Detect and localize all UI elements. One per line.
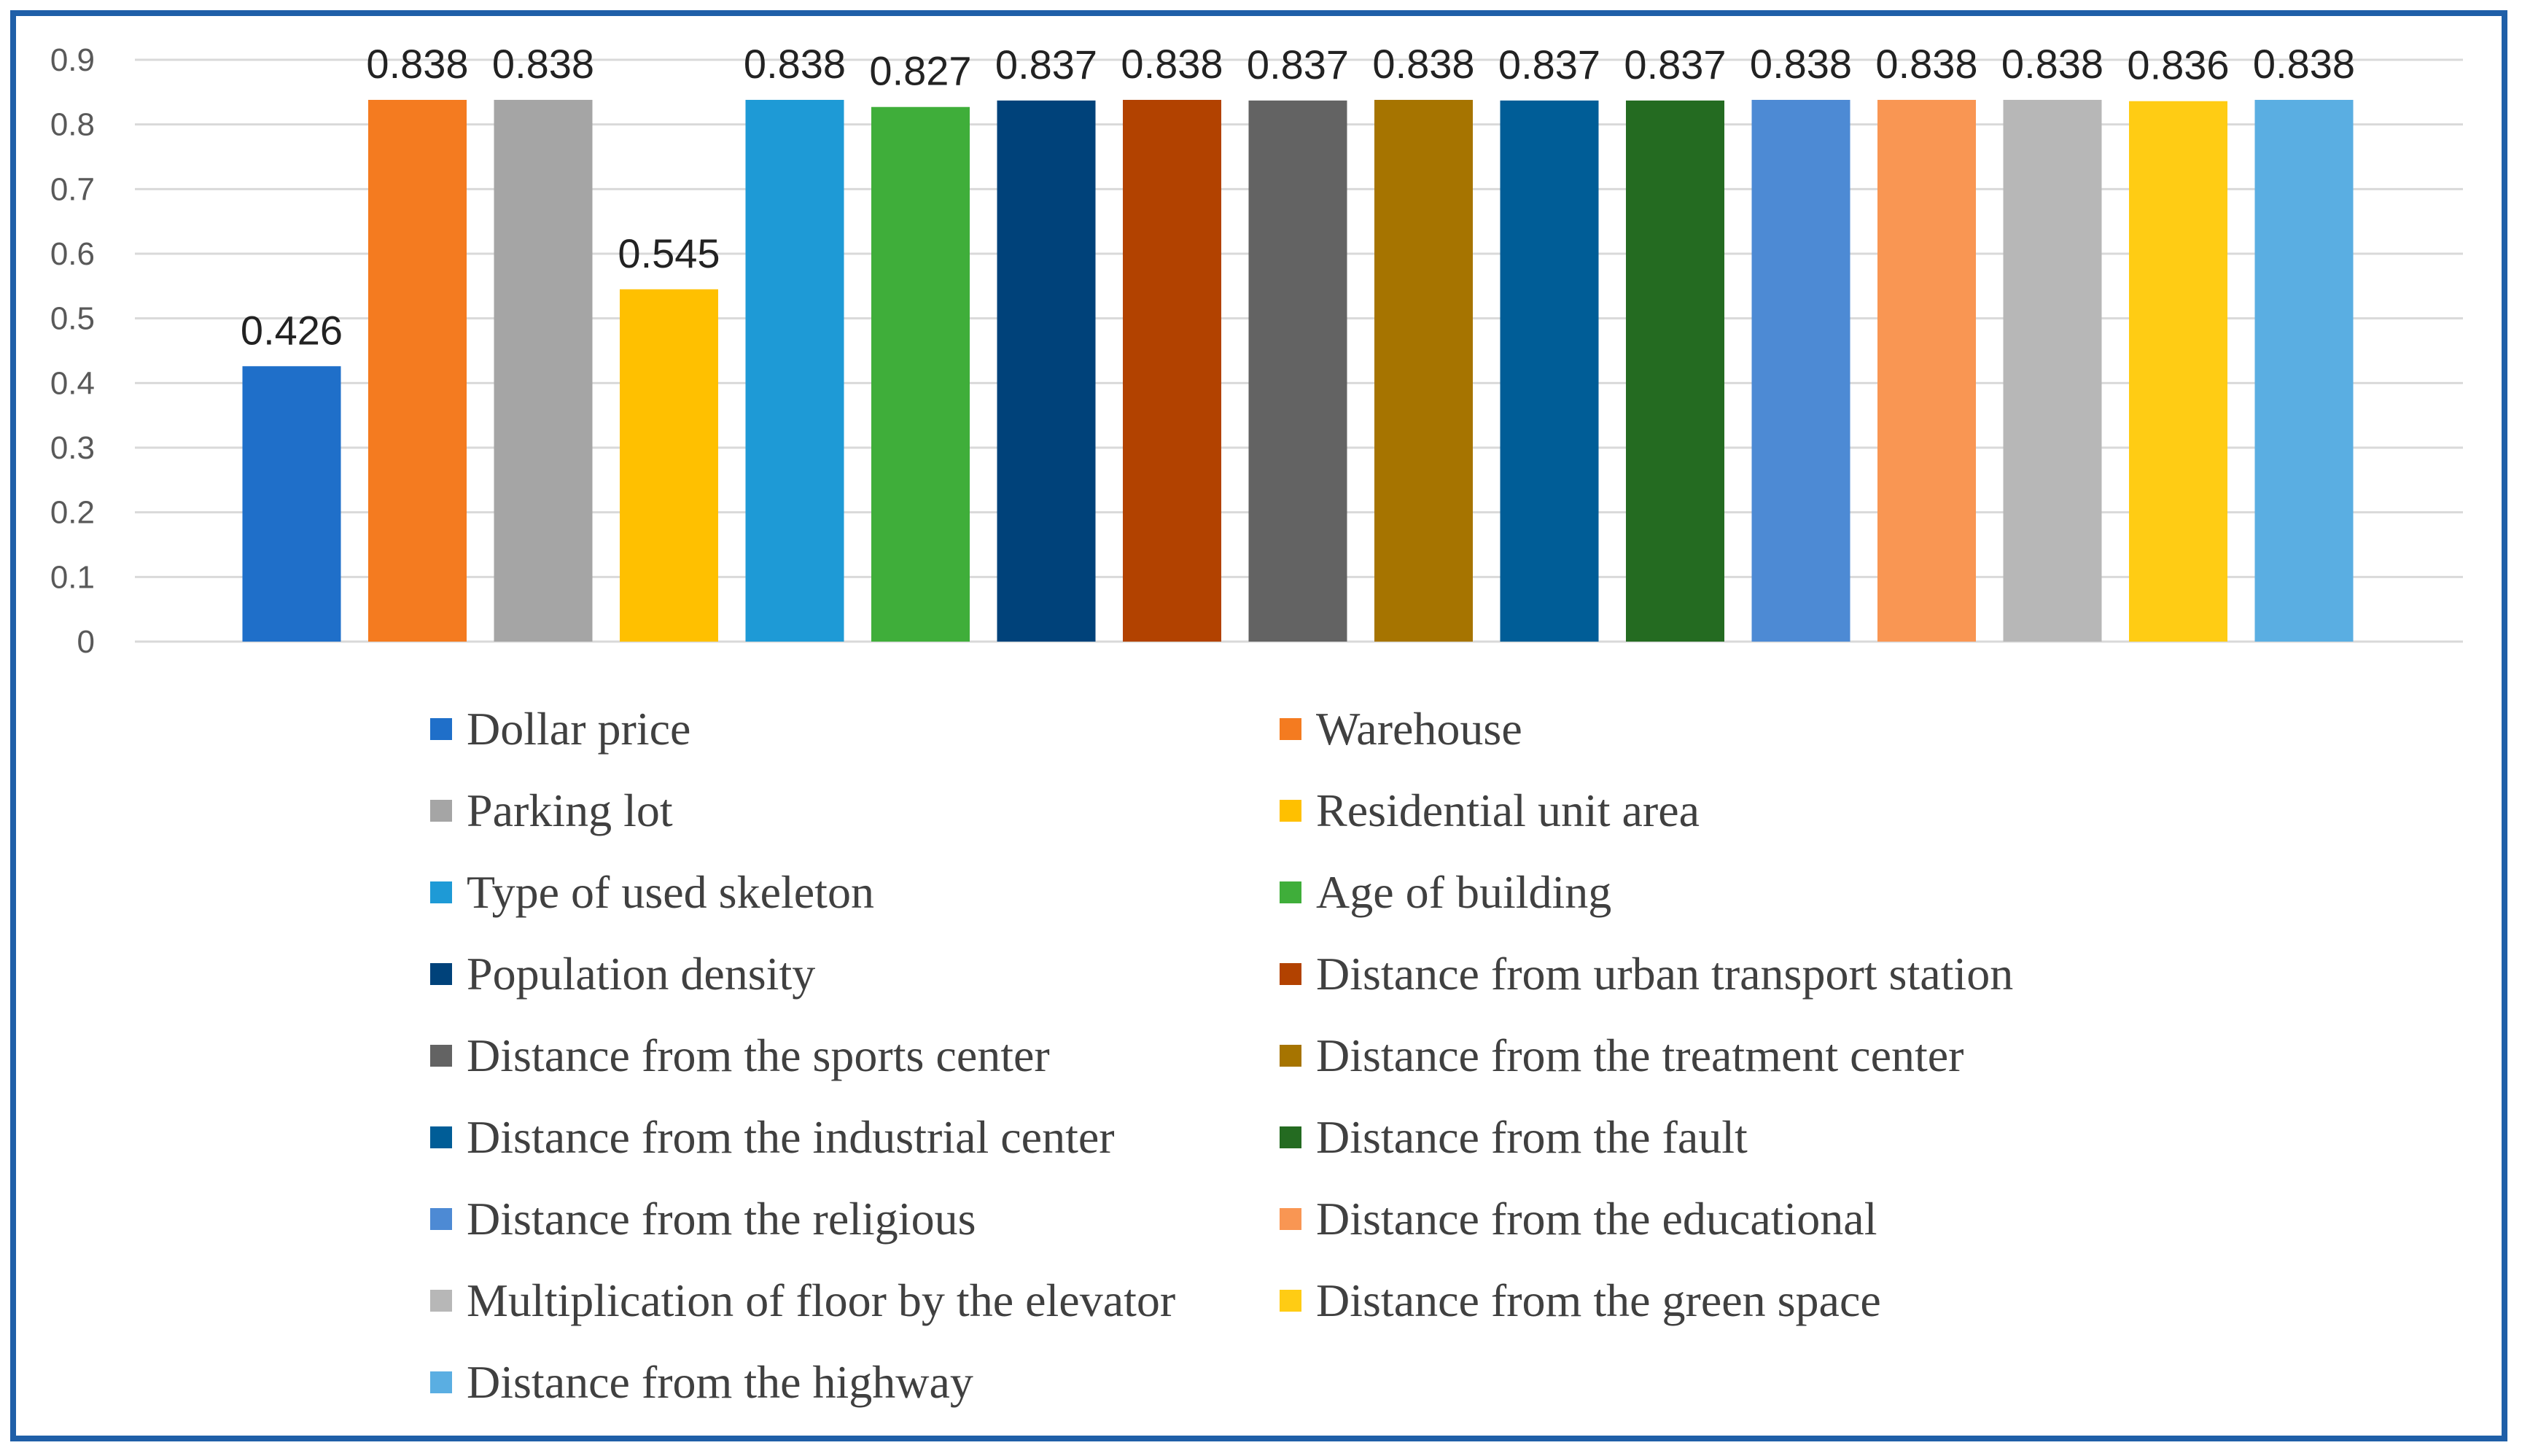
data-label: 0.837 xyxy=(1247,42,1349,87)
data-label: 0.426 xyxy=(241,307,343,353)
bar xyxy=(1751,99,1850,642)
y-tick-label: 0.3 xyxy=(50,430,95,466)
y-tick-label: 0.1 xyxy=(50,559,95,595)
data-label: 0.837 xyxy=(1624,42,1726,87)
bar xyxy=(2129,101,2227,642)
bar xyxy=(1877,99,1976,642)
data-label: 0.838 xyxy=(2253,41,2355,87)
bar xyxy=(494,99,593,642)
data-label: 0.838 xyxy=(366,41,468,87)
data-label: 0.838 xyxy=(1750,41,1852,87)
y-tick-label: 0 xyxy=(77,624,95,660)
bar xyxy=(368,99,467,642)
data-label: 0.837 xyxy=(995,42,1097,87)
y-tick-label: 0.7 xyxy=(50,171,95,207)
bar xyxy=(620,289,718,642)
y-tick-label: 0.8 xyxy=(50,107,95,143)
y-tick-label: 0.6 xyxy=(50,236,95,272)
bar xyxy=(2003,99,2102,642)
data-label: 0.837 xyxy=(1498,42,1600,87)
y-tick-label: 0.4 xyxy=(50,365,95,401)
bar xyxy=(997,100,1096,642)
data-label: 0.838 xyxy=(492,41,594,87)
data-label: 0.838 xyxy=(744,41,846,87)
data-label: 0.838 xyxy=(1372,41,1474,87)
bar xyxy=(1626,100,1724,642)
y-tick-label: 0.5 xyxy=(50,301,95,337)
bar xyxy=(1123,99,1221,642)
bar xyxy=(242,366,341,642)
data-label: 0.836 xyxy=(2127,42,2229,88)
data-label: 0.545 xyxy=(618,230,720,276)
y-tick-label: 0.9 xyxy=(50,42,95,78)
data-label: 0.838 xyxy=(2001,41,2103,87)
bar xyxy=(2254,99,2354,642)
bar xyxy=(1500,100,1599,642)
y-tick-label: 0.2 xyxy=(50,495,95,531)
data-label: 0.838 xyxy=(1875,41,1977,87)
bar xyxy=(1374,99,1473,642)
bar xyxy=(871,106,970,642)
data-label: 0.838 xyxy=(1121,41,1223,87)
bar xyxy=(1248,100,1347,642)
data-label: 0.827 xyxy=(869,48,971,94)
bar xyxy=(745,99,844,642)
